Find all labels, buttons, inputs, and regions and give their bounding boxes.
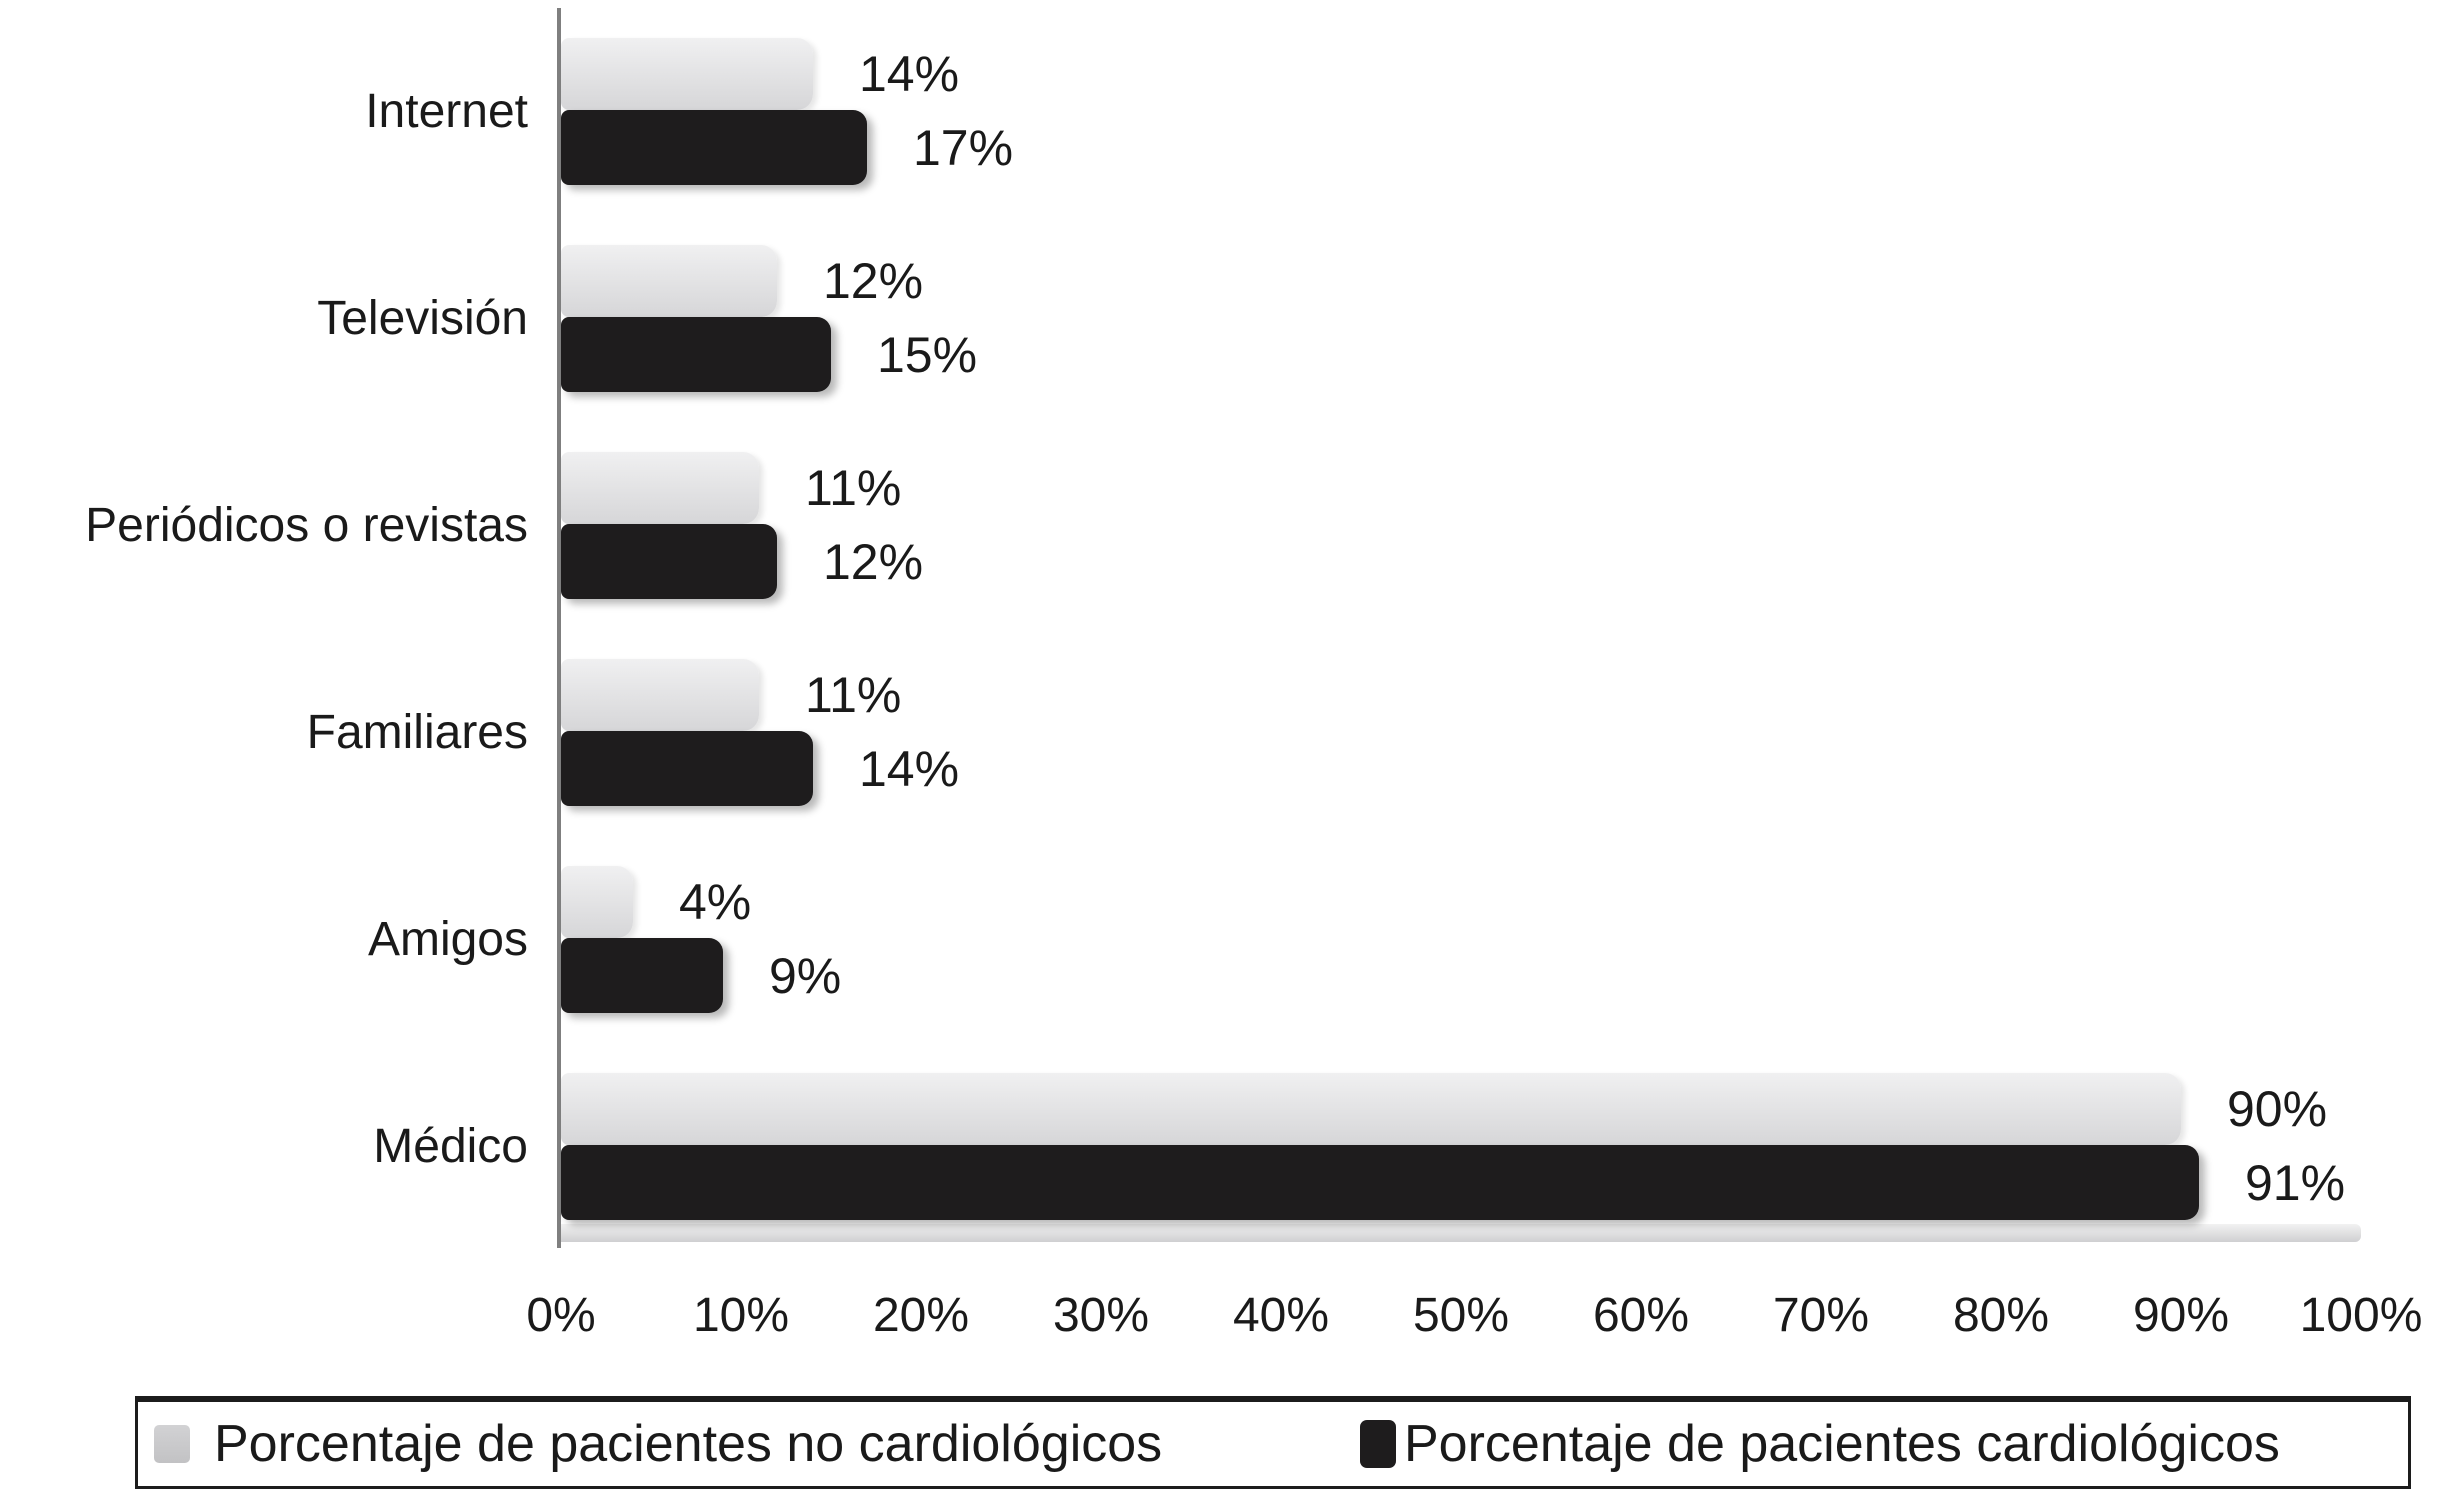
value-label-no-cardiologicos: 12% bbox=[823, 253, 924, 309]
bar-group-television: Televisión 12% 15% bbox=[0, 245, 2437, 392]
value-label-cardiologicos: 15% bbox=[877, 326, 978, 383]
x-axis-line bbox=[561, 1224, 2361, 1242]
bar-no-cardiologicos bbox=[561, 452, 759, 524]
category-label-internet: Internet bbox=[365, 85, 528, 138]
category-label-periodicos: Periódicos o revistas bbox=[85, 499, 528, 552]
value-label-cardiologicos: 17% bbox=[913, 119, 1014, 176]
value-label-cardiologicos: 9% bbox=[769, 947, 842, 1004]
legend-label-no-cardiologicos: Porcentaje de pacientes no cardiológicos bbox=[214, 1415, 1163, 1473]
x-tick-label: 100% bbox=[2299, 1289, 2423, 1342]
bar-cardiologicos bbox=[561, 110, 867, 185]
x-tick-label: 90% bbox=[2132, 1289, 2230, 1342]
value-label-no-cardiologicos: 90% bbox=[2227, 1081, 2328, 1137]
x-tick-label: 70% bbox=[1772, 1289, 1870, 1342]
bar-group-amigos: Amigos 4% 9% bbox=[0, 866, 2437, 1013]
legend-swatch-black-icon bbox=[1360, 1420, 1396, 1468]
x-tick-label: 50% bbox=[1412, 1289, 1510, 1342]
x-tick-label: 10% bbox=[692, 1289, 790, 1342]
x-tick-label: 40% bbox=[1232, 1289, 1330, 1342]
value-label-cardiologicos: 14% bbox=[859, 740, 960, 797]
value-label-no-cardiologicos: 11% bbox=[805, 460, 902, 516]
bar-group-familiares: Familiares 11% 14% bbox=[0, 659, 2437, 806]
legend-swatch-gray-icon bbox=[154, 1425, 190, 1463]
x-tick-label: 30% bbox=[1052, 1289, 1150, 1342]
legend-item-no-cardiologicos: Porcentaje de pacientes no cardiológicos bbox=[154, 1402, 1162, 1486]
x-tick-label: 80% bbox=[1952, 1289, 2050, 1342]
x-tick-label: 0% bbox=[526, 1289, 596, 1342]
bar-no-cardiologicos bbox=[561, 1073, 2181, 1145]
bar-no-cardiologicos bbox=[561, 245, 777, 317]
value-label-no-cardiologicos: 14% bbox=[859, 46, 960, 102]
x-tick-label: 60% bbox=[1592, 1289, 1690, 1342]
bar-cardiologicos bbox=[561, 524, 777, 599]
bar-no-cardiologicos bbox=[561, 659, 759, 731]
x-tick-label: 20% bbox=[872, 1289, 970, 1342]
bar-no-cardiologicos bbox=[561, 38, 813, 110]
value-label-cardiologicos: 12% bbox=[823, 533, 924, 590]
bar-no-cardiologicos bbox=[561, 866, 633, 938]
bar-group-medico: Médico 90% 91% bbox=[0, 1073, 2437, 1220]
bar-group-periodicos: Periódicos o revistas 11% 12% bbox=[0, 452, 2437, 599]
plot-area: Internet 14% 17% Televisión 12% 15% Peri… bbox=[0, 8, 2437, 1248]
value-label-no-cardiologicos: 4% bbox=[679, 874, 752, 930]
legend-item-cardiologicos: Porcentaje de pacientes cardiológicos bbox=[1360, 1402, 2280, 1486]
bar-cardiologicos bbox=[561, 1145, 2199, 1220]
bar-cardiologicos bbox=[561, 317, 831, 392]
bar-cardiologicos bbox=[561, 731, 813, 806]
value-label-no-cardiologicos: 11% bbox=[805, 667, 902, 723]
value-label-cardiologicos: 91% bbox=[2245, 1154, 2346, 1211]
category-label-television: Televisión bbox=[317, 292, 528, 345]
bar-group-internet: Internet 14% 17% bbox=[0, 38, 2437, 185]
legend: Porcentaje de pacientes no cardiológicos… bbox=[135, 1396, 2411, 1489]
x-axis-ticks: 0% 10% 20% 30% 40% 50% 60% 70% 80% 90% 100% bbox=[0, 1288, 2437, 1358]
category-label-medico: Médico bbox=[373, 1120, 528, 1173]
bar-cardiologicos bbox=[561, 938, 723, 1013]
category-label-familiares: Familiares bbox=[306, 706, 528, 759]
legend-label-cardiologicos: Porcentaje de pacientes cardiológicos bbox=[1404, 1415, 2280, 1473]
category-label-amigos: Amigos bbox=[367, 913, 528, 966]
y-axis-line bbox=[557, 8, 561, 1248]
